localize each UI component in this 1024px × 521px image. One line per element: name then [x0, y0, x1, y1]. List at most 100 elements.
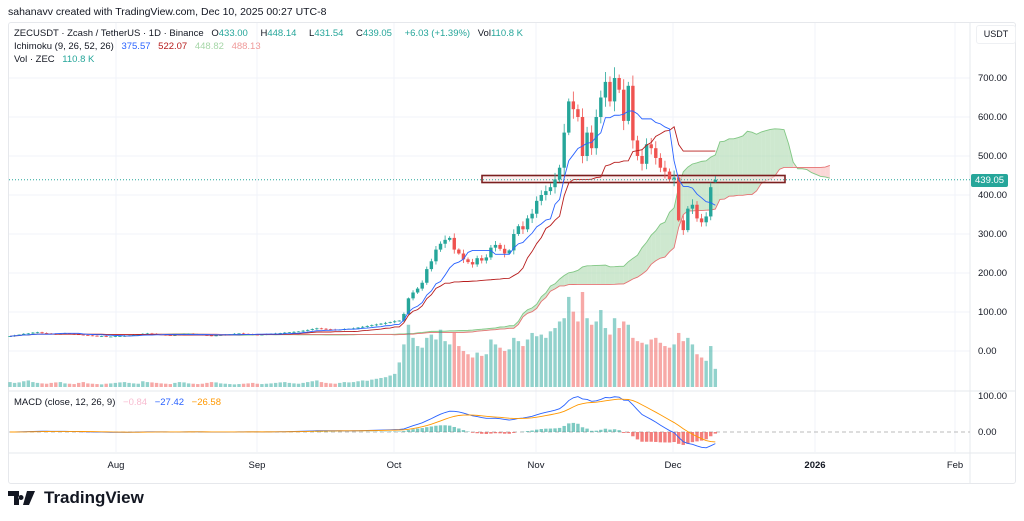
candle-body [420, 282, 424, 289]
ichimoku-cloud-segment [816, 167, 821, 177]
candle-body [608, 81, 612, 102]
candle-body [539, 195, 543, 201]
macd-histogram-bar [644, 432, 649, 442]
candle-body [26, 333, 31, 335]
candle-body [649, 144, 653, 149]
macd-histogram-bar [681, 432, 685, 445]
volume-bar [246, 383, 250, 387]
candle-body [535, 200, 539, 214]
ichimoku-cloud-segment [623, 261, 629, 284]
volume-bar [690, 344, 695, 387]
volume-bar [347, 382, 351, 387]
candle-body [672, 177, 676, 180]
candle-body [136, 334, 140, 336]
macd-histogram-bar [452, 426, 456, 432]
candle-body [516, 226, 521, 234]
volume-bar [191, 383, 195, 387]
volume-bar [589, 324, 594, 387]
ichimoku-base-line [9, 125, 716, 337]
volume-bar [370, 379, 374, 387]
candle-body [438, 243, 443, 250]
volume-bar [8, 382, 12, 387]
macd-histogram-bar [498, 432, 502, 434]
volume-bar [315, 380, 319, 387]
volume-bar [356, 381, 360, 387]
candle-body [296, 331, 301, 333]
volume-bar [466, 354, 470, 387]
currency-button[interactable]: USDT [976, 25, 1016, 44]
candle-body [617, 78, 621, 90]
candle-body [557, 167, 562, 180]
ichimoku-legend[interactable]: Ichimoku (9, 26, 52, 26) 375.57 522.07 4… [14, 41, 266, 52]
volume-bar [402, 344, 406, 387]
volume-bar [63, 383, 67, 387]
volume-bar [383, 377, 388, 387]
volume-bar [457, 346, 461, 387]
volume-bar [164, 383, 168, 387]
chart-panel[interactable] [8, 22, 1016, 484]
volume-bar [626, 324, 630, 387]
symbol-title[interactable]: ZECUSDT · Zcash / TetherUS · 1D · Binanc… [14, 28, 204, 39]
volume-bar [104, 383, 108, 387]
price-tick: 200.00 [978, 268, 1008, 279]
candle-body [452, 237, 456, 250]
candle-body [22, 333, 26, 335]
macd-histogram-bar [617, 430, 621, 432]
macd-histogram-bar [411, 429, 415, 432]
ichimoku-cloud-segment [692, 162, 697, 211]
ichimoku-cloud-segment [532, 304, 537, 312]
volume-bar [576, 321, 580, 387]
volume-bar [484, 354, 489, 387]
macd-histogram-bar [663, 432, 667, 443]
ichimoku-conversion: 375.57 [121, 41, 151, 52]
candle-body [95, 335, 99, 337]
volume-bar [95, 384, 99, 387]
candle-body [118, 336, 122, 337]
volume-bar [388, 375, 392, 387]
price-tick: 100.00 [978, 307, 1008, 318]
volume-legend[interactable]: Vol · ZEC 110.8 K [14, 54, 99, 65]
volume-bar [296, 383, 301, 387]
volume-bar [461, 350, 466, 387]
candle-body [658, 157, 663, 168]
ichimoku-cloud-segment [770, 128, 775, 180]
volume-bar [351, 382, 356, 387]
ichimoku-cloud-segment [697, 161, 702, 211]
volume-bar [283, 382, 287, 387]
candle-body [690, 204, 695, 209]
ichimoku-cloud-segment [765, 129, 771, 181]
ichimoku-cloud-segment [628, 258, 633, 282]
candle-body [457, 249, 461, 254]
candle-body [328, 329, 333, 330]
ichimoku-cloud-segment [605, 265, 610, 285]
candle-body [260, 334, 264, 336]
candle-body [644, 144, 649, 164]
price-tick: 400.00 [978, 190, 1008, 201]
candle-body [553, 179, 557, 188]
candle-body [168, 335, 172, 336]
volume-bar [699, 357, 704, 387]
ichimoku-cloud-segment [513, 321, 519, 329]
volume-bar [411, 337, 415, 387]
volume-bar [420, 347, 424, 387]
macd-histogram-bar [461, 430, 466, 432]
macd-histogram-bar [654, 432, 658, 442]
candle-body [173, 335, 177, 336]
candle-body [379, 323, 383, 325]
candle-body [150, 333, 154, 335]
tradingview-logo[interactable]: TradingView [8, 488, 144, 508]
ichimoku-cloud-segment [577, 266, 583, 285]
macd-legend[interactable]: MACD (close, 12, 26, 9) −0.84 −27.42 −26… [14, 397, 226, 408]
candle-body [443, 239, 447, 244]
volume-bar [17, 382, 21, 387]
macd-histogram-bar [470, 432, 475, 433]
volume-bar [429, 334, 434, 387]
chart-credit: sahanavv created with TradingView.com, D… [8, 6, 327, 18]
volume-bar [617, 328, 621, 387]
volume-bar [40, 383, 44, 387]
macd-hist-value: −0.84 [123, 397, 148, 408]
ichimoku-cloud-segment [747, 131, 752, 195]
volume-bar [516, 341, 521, 387]
volume-bar [31, 382, 35, 387]
